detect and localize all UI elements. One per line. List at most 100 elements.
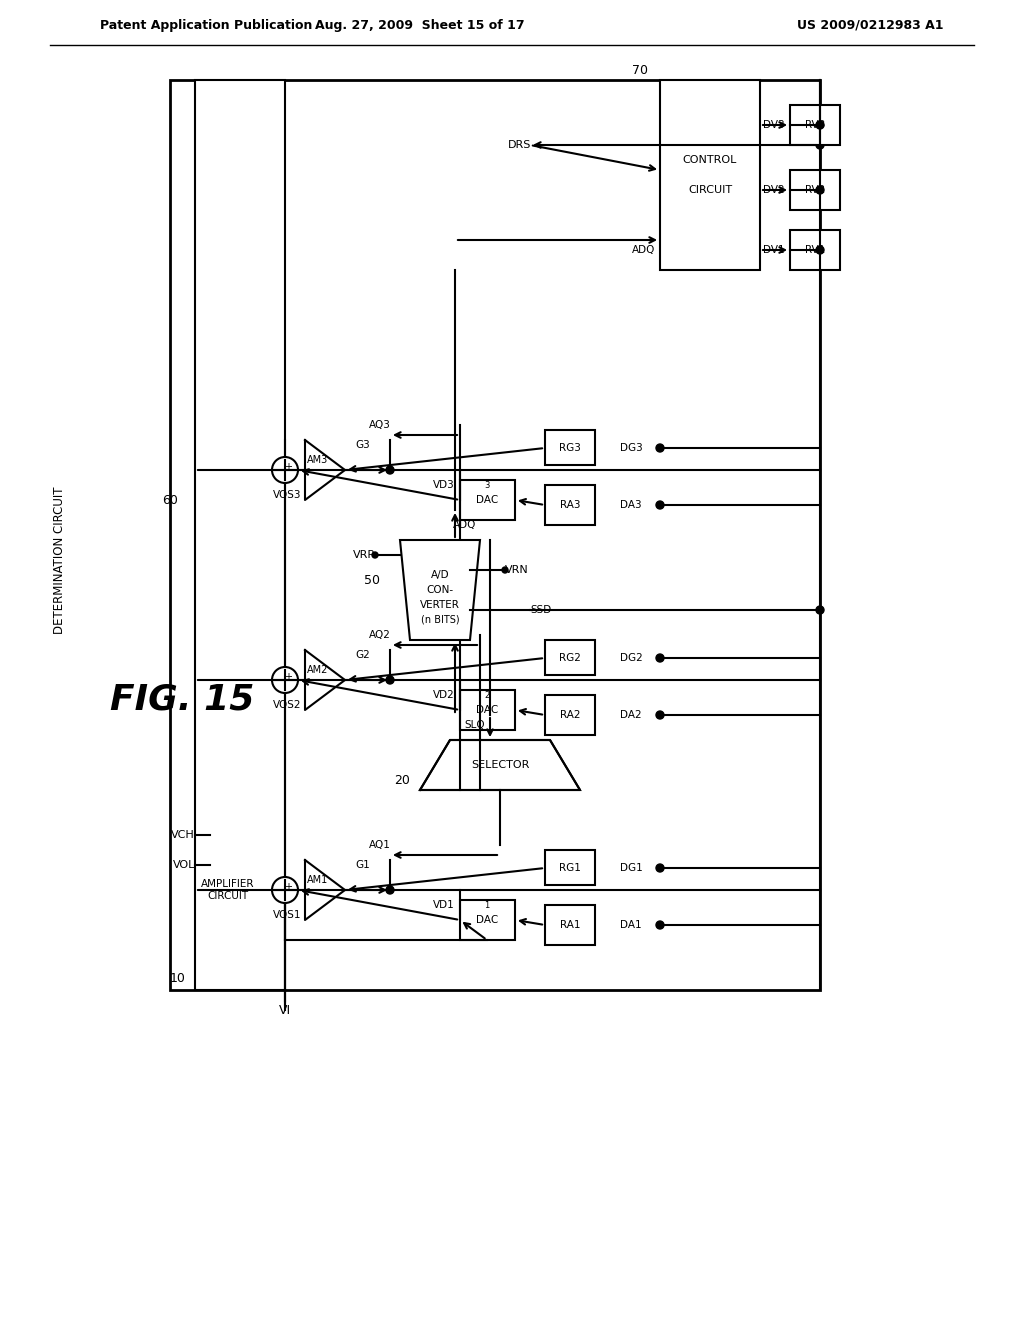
Text: 20: 20 bbox=[394, 774, 410, 787]
Text: US 2009/0212983 A1: US 2009/0212983 A1 bbox=[797, 18, 943, 32]
Text: DV1: DV1 bbox=[763, 246, 785, 255]
Text: SELECTOR: SELECTOR bbox=[471, 760, 529, 770]
Text: VCH: VCH bbox=[171, 830, 195, 840]
Circle shape bbox=[816, 246, 824, 253]
Circle shape bbox=[816, 121, 824, 129]
Circle shape bbox=[272, 667, 298, 693]
Text: CONTROL: CONTROL bbox=[683, 154, 737, 165]
Circle shape bbox=[272, 457, 298, 483]
Text: +: + bbox=[284, 462, 292, 473]
Circle shape bbox=[386, 676, 394, 684]
Text: DG3: DG3 bbox=[620, 444, 643, 453]
Circle shape bbox=[656, 711, 664, 719]
Text: SSD: SSD bbox=[530, 605, 551, 615]
Text: ADQ: ADQ bbox=[632, 246, 655, 255]
Text: DAC: DAC bbox=[476, 705, 498, 715]
Text: VI: VI bbox=[279, 1003, 291, 1016]
Text: VRN: VRN bbox=[505, 565, 528, 576]
Circle shape bbox=[656, 653, 664, 663]
Text: DA1: DA1 bbox=[620, 920, 642, 931]
Text: AM1: AM1 bbox=[307, 875, 329, 884]
Text: FIG. 15: FIG. 15 bbox=[110, 682, 254, 717]
Text: 60: 60 bbox=[162, 494, 178, 507]
Text: VRP: VRP bbox=[353, 550, 375, 560]
Text: RA1: RA1 bbox=[560, 920, 581, 931]
Text: G2: G2 bbox=[355, 649, 370, 660]
Text: DG1: DG1 bbox=[620, 863, 643, 873]
Text: (n BITS): (n BITS) bbox=[421, 615, 460, 624]
Text: VD1: VD1 bbox=[433, 900, 455, 909]
Text: CIRCUIT: CIRCUIT bbox=[688, 185, 732, 195]
Text: 1: 1 bbox=[484, 900, 489, 909]
Bar bbox=[790, 106, 840, 145]
Circle shape bbox=[386, 886, 394, 894]
Text: DETERMINATION CIRCUIT: DETERMINATION CIRCUIT bbox=[53, 486, 67, 634]
Bar bbox=[460, 690, 515, 730]
Text: VOS3: VOS3 bbox=[272, 490, 301, 500]
Bar bbox=[545, 906, 595, 945]
Circle shape bbox=[656, 865, 664, 873]
Text: VD2: VD2 bbox=[433, 690, 455, 700]
Text: DG2: DG2 bbox=[620, 653, 643, 663]
Bar bbox=[545, 640, 595, 675]
Text: 10: 10 bbox=[170, 972, 186, 985]
Text: DA3: DA3 bbox=[620, 500, 642, 510]
Polygon shape bbox=[400, 540, 480, 640]
Text: VOL: VOL bbox=[173, 861, 195, 870]
Text: DV3: DV3 bbox=[763, 120, 785, 129]
Text: RV2: RV2 bbox=[805, 185, 825, 195]
Text: RA2: RA2 bbox=[560, 710, 581, 719]
Text: Patent Application Publication: Patent Application Publication bbox=[100, 18, 312, 32]
Text: DV2: DV2 bbox=[763, 185, 785, 195]
Text: DA2: DA2 bbox=[620, 710, 642, 719]
Circle shape bbox=[656, 502, 664, 510]
Text: AQ1: AQ1 bbox=[369, 840, 391, 850]
Text: A/D: A/D bbox=[431, 570, 450, 579]
Text: RV1: RV1 bbox=[805, 246, 825, 255]
Text: +: + bbox=[284, 672, 292, 682]
Bar bbox=[545, 696, 595, 735]
Circle shape bbox=[656, 921, 664, 929]
Circle shape bbox=[502, 568, 508, 573]
Circle shape bbox=[816, 186, 824, 194]
Text: DAC: DAC bbox=[476, 495, 498, 506]
Bar bbox=[460, 480, 515, 520]
Circle shape bbox=[816, 141, 824, 149]
Text: 50: 50 bbox=[364, 573, 380, 586]
Bar bbox=[545, 430, 595, 465]
Text: SLQ: SLQ bbox=[465, 719, 485, 730]
Circle shape bbox=[272, 876, 298, 903]
Text: CON-: CON- bbox=[426, 585, 454, 595]
Bar bbox=[660, 81, 760, 271]
Text: VD3: VD3 bbox=[433, 480, 455, 490]
Text: DAC: DAC bbox=[476, 915, 498, 925]
Text: ADQ: ADQ bbox=[454, 520, 477, 531]
Bar bbox=[790, 170, 840, 210]
Text: AMPLIFIER
CIRCUIT: AMPLIFIER CIRCUIT bbox=[202, 879, 255, 900]
Text: RG2: RG2 bbox=[559, 653, 581, 663]
Text: G1: G1 bbox=[355, 861, 370, 870]
Circle shape bbox=[816, 606, 824, 614]
Bar bbox=[170, 81, 820, 990]
Text: RA3: RA3 bbox=[560, 500, 581, 510]
Text: AM3: AM3 bbox=[307, 455, 329, 465]
Circle shape bbox=[656, 444, 664, 451]
Text: 70: 70 bbox=[632, 63, 648, 77]
Bar bbox=[545, 850, 595, 884]
Text: VERTER: VERTER bbox=[420, 601, 460, 610]
Text: AQ3: AQ3 bbox=[369, 420, 391, 430]
Text: AQ2: AQ2 bbox=[369, 630, 391, 640]
Text: 3: 3 bbox=[484, 480, 489, 490]
Text: RV3: RV3 bbox=[805, 120, 825, 129]
Text: +: + bbox=[284, 882, 292, 892]
Circle shape bbox=[372, 552, 378, 558]
Polygon shape bbox=[420, 741, 580, 789]
Text: G3: G3 bbox=[355, 440, 370, 450]
Text: 2: 2 bbox=[484, 690, 489, 700]
Text: VOS1: VOS1 bbox=[272, 909, 301, 920]
Bar bbox=[195, 81, 285, 990]
Bar bbox=[545, 484, 595, 525]
Text: VOS2: VOS2 bbox=[272, 700, 301, 710]
Text: Aug. 27, 2009  Sheet 15 of 17: Aug. 27, 2009 Sheet 15 of 17 bbox=[315, 18, 525, 32]
Circle shape bbox=[386, 466, 394, 474]
